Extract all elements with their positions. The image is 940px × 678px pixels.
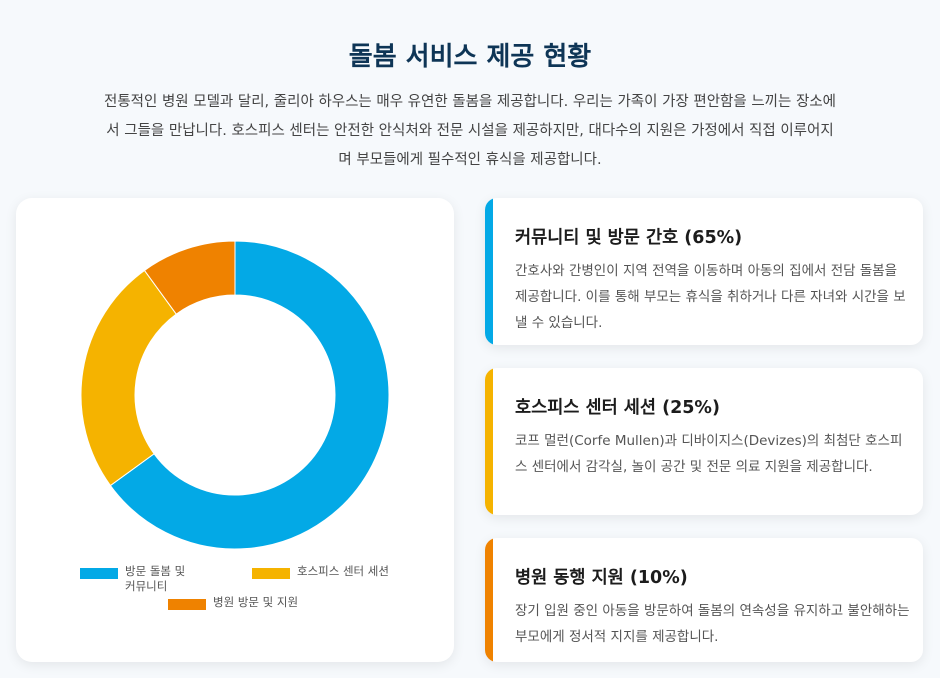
legend-item-hospital[interactable]: 병원 방문 및 지원 <box>168 595 368 610</box>
card-title: 병원 동행 지원 (10%) <box>515 568 688 588</box>
card-title: 커뮤니티 및 방문 간호 (65%) <box>515 228 743 248</box>
card-text: 간호사와 간병인이 지역 전역을 이동하며 아동의 집에서 전담 돌봄을 제공합… <box>515 263 906 331</box>
card-accent-bar <box>485 198 493 345</box>
card-text: 장기 입원 중인 아동을 방문하여 돌봄의 연속성을 유지하고 불안해하는 부모… <box>515 603 910 645</box>
donut-slice-2[interactable]: 호스피스 센터 세션: 25% <box>80 269 177 487</box>
legend-swatch <box>80 568 118 579</box>
legend-swatch <box>168 599 206 610</box>
legend-label: 병원 방문 및 지원 <box>213 595 299 609</box>
info-card-hospital: 병원 동행 지원 (10%) 장기 입원 중인 아동을 방문하여 돌봄의 연속성… <box>485 538 923 662</box>
donut-slice-3[interactable]: 병원 방문 및 지원: 10% <box>143 240 236 315</box>
donut-chart: 방문 돌봄 및 커뮤니티: 65%호스피스 센터 세션: 25%병원 방문 및 … <box>80 240 390 550</box>
legend-swatch <box>252 568 290 579</box>
info-card-community: 커뮤니티 및 방문 간호 (65%) 간호사와 간병인이 지역 전역을 이동하며… <box>485 198 923 345</box>
card-accent-bar <box>485 538 493 662</box>
chart-card: 방문 돌봄 및 커뮤니티: 65%호스피스 센터 세션: 25%병원 방문 및 … <box>16 198 454 662</box>
legend-label: 방문 돌봄 및 커뮤니티 <box>125 564 186 593</box>
donut-slice-1[interactable]: 방문 돌봄 및 커뮤니티: 65% <box>109 240 390 550</box>
card-accent-bar <box>485 368 493 515</box>
card-title: 호스피스 센터 세션 (25%) <box>515 398 720 418</box>
card-text: 코프 멀런(Corfe Mullen)과 디바이지스(Devizes)의 최첨단… <box>515 433 903 475</box>
intro-paragraph: 전통적인 병원 모델과 달리, 줄리아 하우스는 매우 유연한 돌봄을 제공합니… <box>103 94 836 168</box>
legend-item-hospice[interactable]: 호스피스 센터 세션 <box>252 564 442 579</box>
legend-label: 호스피스 센터 세션 <box>297 564 389 578</box>
chart-legend: 방문 돌봄 및 커뮤니티 호스피스 센터 세션 병원 방문 및 지원 <box>16 198 454 662</box>
page-title: 돌봄 서비스 제공 현황 <box>348 42 592 72</box>
info-card-hospice: 호스피스 센터 세션 (25%) 코프 멀런(Corfe Mullen)과 디바… <box>485 368 923 515</box>
legend-item-home-care[interactable]: 방문 돌봄 및 커뮤니티 <box>80 564 240 594</box>
